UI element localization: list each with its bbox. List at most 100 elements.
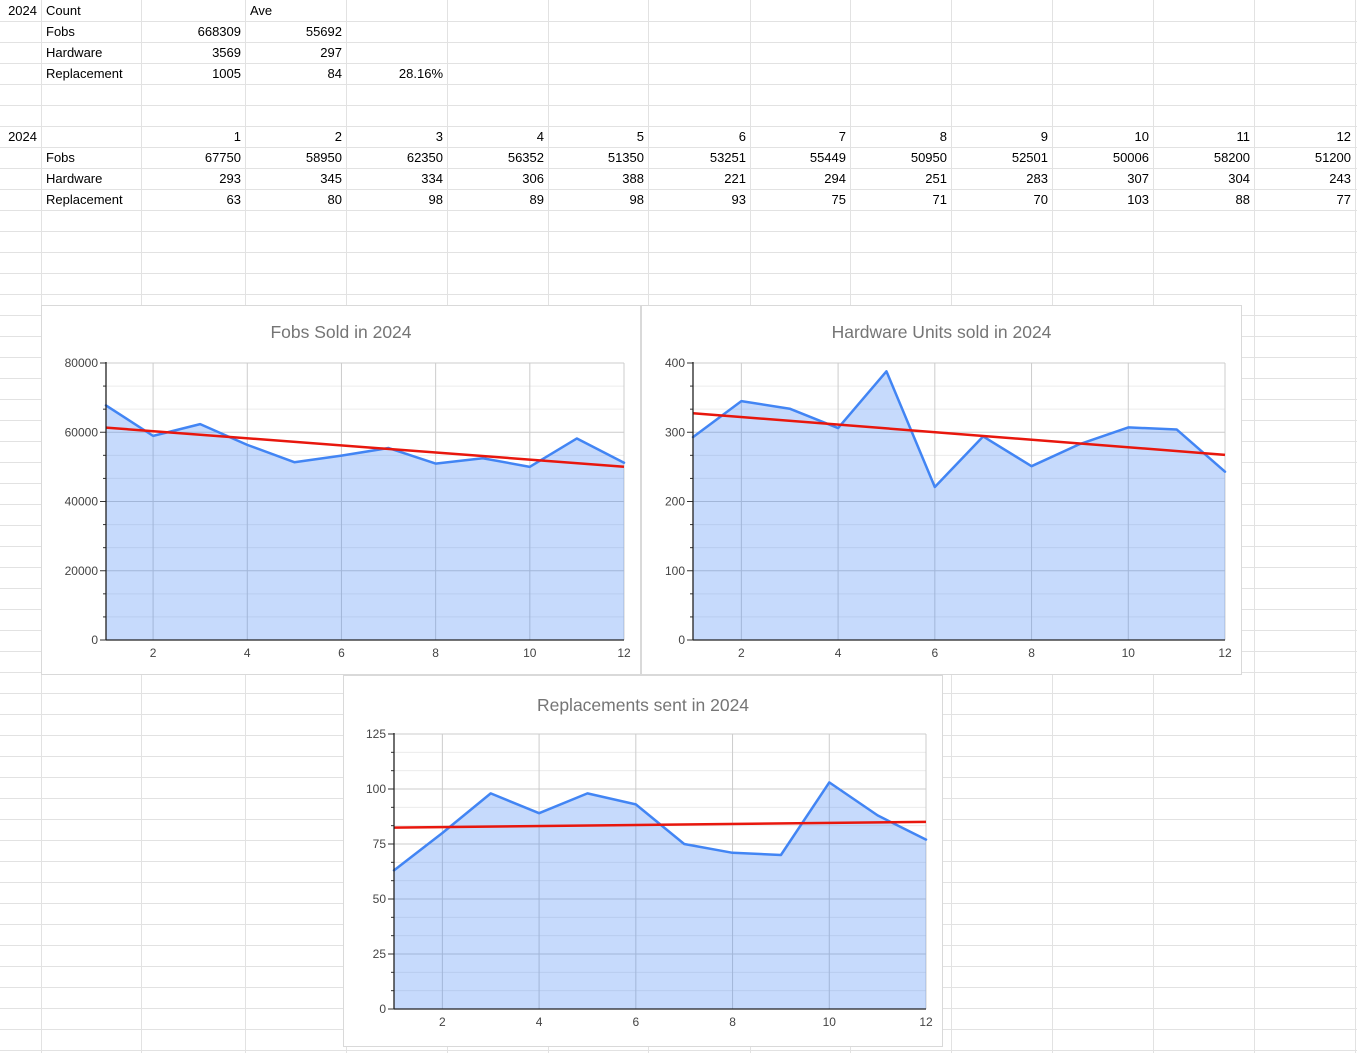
cell-month-value[interactable]: 51200 — [1314, 150, 1351, 165]
gridline — [0, 105, 1357, 106]
cell-month-value[interactable]: 50006 — [1112, 150, 1149, 165]
chart-canvas: 0 25 50 75 100 125 2 4 6 8 10 12 — [366, 727, 933, 1029]
cell-ave-value[interactable]: 55692 — [305, 24, 342, 39]
cell-month-value[interactable]: 103 — [1127, 192, 1149, 207]
gridline — [0, 294, 1357, 295]
cell-month-value[interactable]: 70 — [1033, 192, 1048, 207]
cell-row-label[interactable]: Replacement — [46, 66, 123, 81]
cell-row-label[interactable]: Hardware — [46, 171, 103, 186]
trendline — [692, 412, 1226, 457]
series-line — [104, 404, 626, 469]
cell-month-value[interactable]: 51350 — [607, 150, 644, 165]
cell-ave-header[interactable]: Ave — [250, 3, 273, 18]
y-axis-label: 60000 — [65, 425, 99, 439]
cell-row-label[interactable]: Hardware — [46, 45, 103, 60]
cell-ave-value[interactable]: 297 — [320, 45, 342, 60]
chart-canvas: 0 100 200 300 400 2 4 6 8 10 12 — [665, 356, 1232, 660]
cell-month-header[interactable]: 2 — [334, 129, 342, 144]
cell-month-value[interactable]: 55449 — [809, 150, 846, 165]
cell-month-value[interactable]: 98 — [629, 192, 644, 207]
cell-month-header[interactable]: 11 — [1236, 129, 1251, 144]
cell-row-label[interactable]: Fobs — [46, 24, 75, 39]
cell-count-value[interactable]: 3569 — [212, 45, 241, 60]
gridline — [0, 126, 1357, 127]
cell-ave-value[interactable]: 84 — [327, 66, 342, 81]
x-axis-label: 2 — [150, 646, 157, 660]
cell-row-label[interactable]: Replacement — [46, 192, 123, 207]
cell-count-value[interactable]: 1005 — [212, 66, 241, 81]
cell-percent-value[interactable]: 28.16% — [398, 66, 443, 81]
gridline — [0, 210, 1357, 211]
cell-month-value[interactable]: 50950 — [910, 150, 947, 165]
gridline — [0, 147, 1357, 148]
cell-count-value[interactable]: 668309 — [197, 24, 241, 39]
cell-month-header[interactable]: 12 — [1336, 129, 1351, 144]
chart-title: Fobs Sold in 2024 — [270, 322, 412, 342]
cell-month-value[interactable]: 388 — [622, 171, 644, 186]
cell-year[interactable]: 2024 — [8, 129, 37, 144]
x-axis-label: 10 — [523, 646, 537, 660]
cell-month-header[interactable]: 1 — [233, 129, 241, 144]
cell-month-header[interactable]: 10 — [1134, 129, 1149, 144]
cell-month-value[interactable]: 221 — [724, 171, 746, 186]
cell-month-value[interactable]: 58950 — [305, 150, 342, 165]
trendline — [393, 820, 927, 829]
chart-canvas: 0 20000 40000 60000 80000 2 4 6 8 10 12 — [65, 356, 631, 660]
x-axis-label: 4 — [244, 646, 251, 660]
cell-month-value[interactable]: 304 — [1228, 171, 1250, 186]
area-series — [106, 405, 624, 640]
cell-row-label[interactable]: Fobs — [46, 150, 75, 165]
gridline — [0, 189, 1357, 190]
cell-month-value[interactable]: 294 — [824, 171, 846, 186]
cell-month-header[interactable]: 3 — [435, 129, 443, 144]
x-axis-label: 8 — [729, 1015, 736, 1029]
y-axis-label: 75 — [373, 837, 387, 851]
cell-month-value[interactable]: 77 — [1336, 192, 1351, 207]
cell-month-value[interactable]: 345 — [320, 171, 342, 186]
cell-month-value[interactable]: 243 — [1329, 171, 1351, 186]
cell-month-value[interactable]: 293 — [219, 171, 241, 186]
cell-month-value[interactable]: 251 — [925, 171, 947, 186]
cell-month-value[interactable]: 52501 — [1011, 150, 1048, 165]
area-series — [394, 782, 926, 1009]
chart-replacements-sent[interactable]: Replacements sent in 2024 0 25 50 75 100 125 2… — [343, 675, 943, 1047]
cell-month-header[interactable]: 6 — [738, 129, 746, 144]
cell-month-value[interactable]: 67750 — [204, 150, 241, 165]
cell-month-header[interactable]: 9 — [1040, 129, 1048, 144]
cell-month-value[interactable]: 71 — [932, 192, 947, 207]
y-axis-label: 50 — [373, 892, 387, 906]
gridline — [1254, 0, 1255, 1053]
cell-count-header[interactable]: Count — [46, 3, 81, 18]
cell-month-header[interactable]: 7 — [838, 129, 846, 144]
cell-month-value[interactable]: 58200 — [1213, 150, 1250, 165]
cell-year[interactable]: 2024 — [8, 3, 37, 18]
y-axis-label: 40000 — [65, 495, 99, 509]
cell-month-value[interactable]: 56352 — [507, 150, 544, 165]
cell-month-value[interactable]: 53251 — [709, 150, 746, 165]
chart-title: Hardware Units sold in 2024 — [831, 322, 1052, 342]
cell-month-value[interactable]: 306 — [522, 171, 544, 186]
cell-month-header[interactable]: 5 — [636, 129, 644, 144]
cell-month-value[interactable]: 307 — [1127, 171, 1149, 186]
y-axis-label: 100 — [665, 564, 685, 578]
cell-month-header[interactable]: 4 — [536, 129, 544, 144]
gridline — [0, 168, 1357, 169]
chart-hardware-sold[interactable]: Hardware Units sold in 2024 0 100 200 300 40… — [641, 305, 1242, 675]
cell-month-value[interactable]: 89 — [529, 192, 544, 207]
cell-month-value[interactable]: 63 — [226, 192, 241, 207]
cell-month-value[interactable]: 88 — [1235, 192, 1250, 207]
cell-month-value[interactable]: 93 — [731, 192, 746, 207]
cell-month-value[interactable]: 283 — [1026, 171, 1048, 186]
cell-month-value[interactable]: 98 — [428, 192, 443, 207]
x-axis-label: 8 — [1028, 646, 1035, 660]
cell-month-header[interactable]: 8 — [939, 129, 947, 144]
y-axis-label: 0 — [379, 1002, 386, 1016]
cell-month-value[interactable]: 80 — [327, 192, 342, 207]
cell-month-value[interactable]: 75 — [831, 192, 846, 207]
cell-month-value[interactable]: 62350 — [406, 150, 443, 165]
y-axis-label: 25 — [373, 947, 387, 961]
gridline — [0, 1050, 1357, 1051]
x-axis-label: 12 — [617, 646, 631, 660]
cell-month-value[interactable]: 334 — [421, 171, 443, 186]
chart-fobs-sold[interactable]: Fobs Sold in 2024 0 20000 40000 60000 80000 2… — [41, 305, 641, 675]
